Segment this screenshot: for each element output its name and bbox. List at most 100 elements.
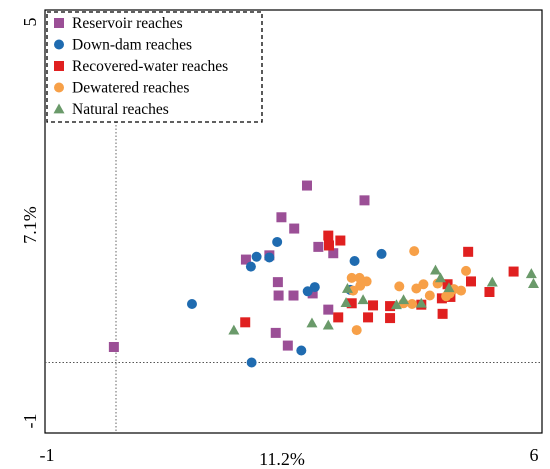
legend-marker: [54, 82, 64, 93]
data-point: [307, 288, 318, 299]
data-point: [390, 299, 402, 310]
data-point: [302, 286, 313, 297]
legend-item: Natural reaches: [53, 101, 169, 118]
data-point: [240, 254, 251, 265]
data-point: [272, 277, 283, 288]
data-point: [437, 308, 448, 319]
data-point: [272, 236, 283, 247]
data-point: [466, 276, 476, 287]
data-point: [273, 290, 284, 301]
data-point: [245, 261, 256, 272]
data-point: [527, 278, 539, 288]
data-point: [411, 283, 422, 294]
legend-label: Natural reaches: [72, 101, 169, 118]
y-axis-label: 7.1%: [20, 206, 40, 244]
x-axis-label: 11.2%: [259, 449, 305, 469]
data-point: [357, 294, 369, 305]
legend-label: Dewatered reaches: [72, 80, 189, 97]
data-point: [322, 319, 334, 330]
legend-item: Recovered-water reaches: [54, 58, 228, 75]
data-point: [301, 180, 312, 191]
data-point: [484, 287, 495, 297]
data-point: [486, 276, 498, 287]
series-natural-reaches: [228, 264, 539, 335]
data-point: [341, 282, 353, 293]
data-point: [251, 251, 262, 262]
legend-marker: [53, 103, 65, 114]
legend-label: Down-dam reaches: [72, 37, 192, 54]
data-point: [323, 304, 334, 315]
data-point: [186, 298, 197, 309]
legend-marker: [54, 39, 64, 50]
data-point: [276, 212, 287, 223]
data-point: [415, 297, 427, 308]
legend-item: Reservoir reaches: [54, 15, 183, 32]
plot-border: [44, 9, 543, 434]
data-point: [461, 265, 472, 276]
data-point: [306, 317, 318, 328]
data-point: [228, 324, 240, 335]
y-tick-label-max: 5: [20, 18, 40, 27]
data-point: [351, 325, 362, 336]
data-point: [346, 298, 357, 309]
y-tick-label-min: -1: [20, 414, 40, 429]
legend-label: Reservoir reaches: [72, 15, 183, 32]
data-point: [376, 248, 387, 259]
data-points: [108, 180, 539, 368]
data-point: [430, 264, 441, 275]
data-point: [359, 195, 370, 206]
data-point: [346, 272, 357, 283]
data-point: [394, 281, 405, 292]
data-point: [525, 268, 537, 279]
data-point: [335, 235, 346, 246]
data-point: [508, 266, 519, 277]
data-point: [443, 282, 455, 293]
data-point: [363, 312, 374, 323]
series-recovered-water-reaches: [240, 230, 519, 328]
data-point: [349, 255, 360, 266]
data-point: [264, 252, 275, 263]
legend-item: Down-dam reaches: [54, 37, 192, 54]
data-point: [324, 240, 334, 251]
data-point: [385, 301, 396, 312]
legend-label: Recovered-water reaches: [72, 58, 228, 75]
legend: Reservoir reaches Down-dam reaches Recover…: [46, 11, 263, 123]
legend-marker: [54, 18, 64, 28]
data-point: [333, 312, 344, 323]
data-point: [323, 230, 334, 241]
x-tick-label-max: 6: [530, 445, 539, 465]
data-point: [313, 241, 324, 252]
data-point: [289, 223, 300, 234]
data-point: [288, 290, 299, 301]
legend-box: [46, 11, 263, 123]
legend-marker: [54, 61, 64, 71]
data-point: [456, 285, 467, 296]
data-point: [240, 317, 251, 328]
x-tick-label-min: -1: [40, 445, 55, 465]
reference-lines: [45, 118, 542, 433]
data-point: [328, 248, 339, 259]
data-point: [108, 341, 119, 352]
data-point: [407, 298, 418, 309]
tick-labels: -1 6 -1 5: [20, 18, 539, 466]
data-point: [385, 313, 396, 324]
series-dewatered-reaches: [346, 246, 472, 336]
data-point: [296, 345, 307, 356]
data-point: [348, 285, 359, 296]
data-point: [398, 294, 410, 305]
data-point: [442, 279, 453, 290]
plot-frame: [44, 9, 543, 434]
data-point: [441, 291, 452, 302]
data-point: [340, 297, 352, 307]
data-point: [409, 246, 420, 257]
data-point: [368, 300, 379, 311]
data-point: [246, 357, 257, 368]
data-point: [434, 272, 446, 283]
data-point: [270, 327, 281, 338]
data-point: [463, 246, 474, 257]
data-point: [355, 280, 366, 291]
data-point: [282, 340, 293, 351]
legend-item: Dewatered reaches: [54, 80, 189, 97]
data-point: [424, 290, 435, 301]
